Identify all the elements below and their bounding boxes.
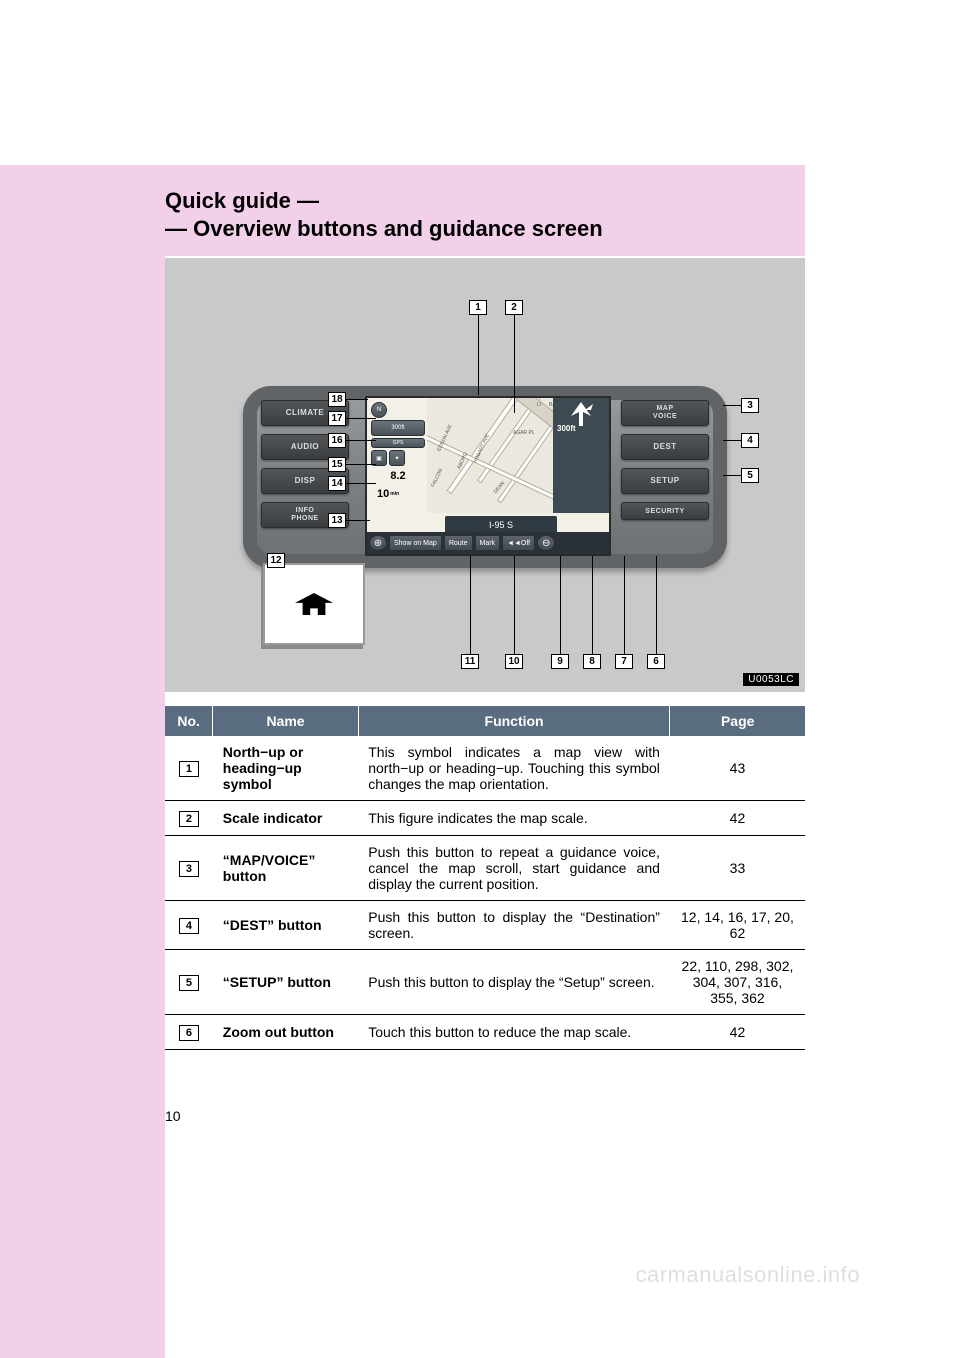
callout-18: 18 (328, 392, 346, 407)
callout-3: 3 (741, 398, 759, 413)
callout-9: 9 (551, 654, 569, 669)
street-label: AGAR PL (513, 430, 535, 436)
show-on-map-button[interactable]: Show on Map (389, 535, 442, 551)
map-area[interactable]: EDSON AVE FALCON ABORD HOBART AVE DEAN A… (427, 398, 557, 513)
fuel-economy-value: 8.2 (371, 468, 425, 484)
table-row: 2 Scale indicatorThis figure indicates th… (165, 801, 805, 836)
table-header: No. Name Function Page (165, 706, 805, 736)
table-row: 1 North−up or heading−up symbolThis symbo… (165, 736, 805, 801)
scale-indicator[interactable]: 300ft (371, 420, 425, 436)
north-up-symbol[interactable]: N (371, 402, 387, 418)
row-no-box: 3 (179, 861, 199, 877)
mark-button[interactable]: Mark (475, 535, 501, 551)
row-page: 33 (670, 836, 805, 901)
row-page: 22, 110, 298, 302, 304, 307, 316, 355, 3… (670, 950, 805, 1015)
row-no: 1 (165, 736, 213, 801)
setup-button[interactable]: SETUP (621, 468, 709, 494)
page-header: Quick guide — — Overview buttons and gui… (165, 165, 805, 256)
callout-8: 8 (583, 654, 601, 669)
row-no: 6 (165, 1015, 213, 1050)
image-code: U0053LC (743, 673, 799, 686)
row-page: 12, 14, 16, 17, 20, 62 (670, 901, 805, 950)
callout-4: 4 (741, 433, 759, 448)
dest-button[interactable]: DEST (621, 434, 709, 460)
callout-14: 14 (328, 476, 346, 491)
row-no-box: 1 (179, 761, 199, 777)
row-name: Scale indicator (213, 801, 358, 836)
row-no: 5 (165, 950, 213, 1015)
screen-bottom-bar: ⊕ Show on Map Route Mark ◄◄Off ⊖ (367, 532, 609, 554)
page-number: 10 (165, 1108, 181, 1124)
row-function: This symbol indicates a map view with no… (358, 736, 670, 801)
function-reference-table: No. Name Function Page 1 North−up or head… (165, 706, 805, 1050)
callout-12: 12 (267, 553, 285, 568)
table-row: 3 “MAP/VOICE” buttonPush this button to r… (165, 836, 805, 901)
map-voice-button[interactable]: MAP VOICE (621, 400, 709, 426)
hw-buttons-right: MAP VOICE DEST SETUP SECURITY (621, 400, 709, 520)
callout-10: 10 (505, 654, 523, 669)
table-row: 5 “SETUP” buttonPush this button to displ… (165, 950, 805, 1015)
row-no: 4 (165, 901, 213, 950)
table-body: 1 North−up or heading−up symbolThis symbo… (165, 736, 805, 1050)
car-cursor-icon (295, 593, 333, 615)
callout-5: 5 (741, 468, 759, 483)
row-name: “SETUP” button (213, 950, 358, 1015)
callout-13: 13 (328, 513, 346, 528)
callout-15: 15 (328, 457, 346, 472)
watermark: carmanualsonline.info (635, 1262, 860, 1288)
nav-console: CLIMATE AUDIO DISP INFO PHONE MAP VOICE … (243, 386, 727, 568)
col-function: Function (358, 706, 670, 736)
row-function: Touch this button to reduce the map scal… (358, 1015, 670, 1050)
screen-left-panel: N 300ft GPS ▣ ✦ 8.2 10min (371, 402, 425, 504)
header-line2: — Overview buttons and guidance screen (165, 215, 805, 243)
col-page: Page (670, 706, 805, 736)
row-name: Zoom out button (213, 1015, 358, 1050)
col-no: No. (165, 706, 213, 736)
callout-1: 1 (469, 300, 487, 315)
off-button[interactable]: ◄◄Off (502, 535, 535, 551)
position-cursor-inset (263, 563, 365, 645)
left-margin-band (0, 165, 165, 1358)
row-function: This figure indicates the map scale. (358, 801, 670, 836)
turn-guidance-panel: 300ft (553, 398, 609, 513)
row-page: 43 (670, 736, 805, 801)
row-no-box: 2 (179, 811, 199, 827)
callout-6: 6 (647, 654, 665, 669)
callout-2: 2 (505, 300, 523, 315)
zoom-out-button[interactable]: ⊖ (537, 535, 555, 551)
route-button[interactable]: Route (444, 535, 473, 551)
turn-distance: 300ft (557, 424, 576, 433)
row-page: 42 (670, 1015, 805, 1050)
street-label: FALCON (430, 468, 444, 489)
security-button[interactable]: SECURITY (621, 502, 709, 520)
row-no-box: 6 (179, 1025, 199, 1041)
header-line1: Quick guide — (165, 187, 805, 215)
row-no-box: 4 (179, 918, 199, 934)
row-function: Push this button to display the “Setup” … (358, 950, 670, 1015)
callout-17: 17 (328, 411, 346, 426)
nav-screen: N 300ft GPS ▣ ✦ 8.2 10min EDSON AVE FALC… (365, 396, 611, 556)
street-label: LI (537, 402, 541, 408)
compass-mode-icon[interactable]: ✦ (389, 450, 405, 466)
callout-7: 7 (615, 654, 633, 669)
gps-indicator: GPS (371, 438, 425, 448)
table-row: 6 Zoom out buttonTouch this button to red… (165, 1015, 805, 1050)
zoom-in-button[interactable]: ⊕ (369, 535, 387, 551)
row-function: Push this button to display the “Destina… (358, 901, 670, 950)
row-function: Push this button to repeat a guidance vo… (358, 836, 670, 901)
col-name: Name (213, 706, 358, 736)
callout-11: 11 (461, 654, 479, 669)
guidance-figure: U0053LC CLIMATE AUDIO DISP INFO PHONE MA… (165, 258, 805, 692)
eta-value: 10min (371, 486, 425, 502)
row-no-box: 5 (179, 975, 199, 991)
table-row: 4 “DEST” buttonPush this button to displa… (165, 901, 805, 950)
row-name: “MAP/VOICE” button (213, 836, 358, 901)
turn-arrow-icon (565, 402, 597, 426)
callout-16: 16 (328, 433, 346, 448)
row-no: 3 (165, 836, 213, 901)
row-name: North−up or heading−up symbol (213, 736, 358, 801)
row-no: 2 (165, 801, 213, 836)
row-page: 42 (670, 801, 805, 836)
row-name: “DEST” button (213, 901, 358, 950)
